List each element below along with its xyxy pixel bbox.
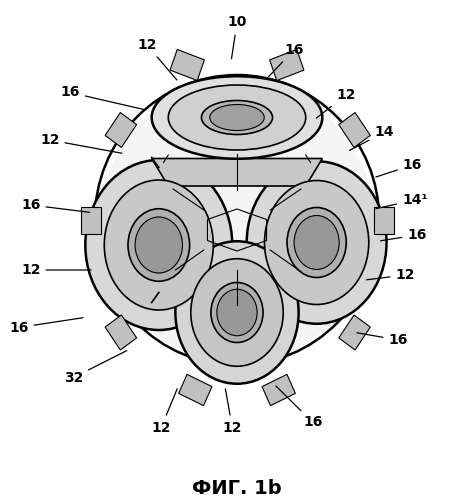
- Ellipse shape: [264, 180, 369, 304]
- FancyBboxPatch shape: [339, 112, 370, 148]
- Text: 12: 12: [151, 389, 177, 434]
- Text: 12: 12: [137, 38, 177, 80]
- Ellipse shape: [104, 180, 213, 310]
- Ellipse shape: [211, 282, 263, 343]
- Ellipse shape: [294, 216, 339, 270]
- Text: 16: 16: [376, 158, 422, 177]
- FancyBboxPatch shape: [105, 112, 137, 148]
- Ellipse shape: [217, 289, 257, 336]
- Text: 14: 14: [350, 126, 394, 150]
- Ellipse shape: [287, 208, 346, 278]
- Ellipse shape: [168, 85, 306, 150]
- FancyBboxPatch shape: [262, 374, 295, 406]
- Text: 16: 16: [9, 318, 83, 334]
- FancyBboxPatch shape: [374, 206, 394, 234]
- Text: 16: 16: [21, 198, 90, 212]
- Text: 16: 16: [381, 228, 427, 242]
- Ellipse shape: [85, 160, 232, 330]
- Ellipse shape: [191, 259, 283, 366]
- FancyBboxPatch shape: [81, 206, 101, 234]
- Text: 12: 12: [366, 268, 415, 282]
- FancyBboxPatch shape: [270, 50, 304, 80]
- Text: 16: 16: [61, 86, 145, 110]
- Text: 12: 12: [316, 88, 356, 118]
- Ellipse shape: [100, 82, 374, 362]
- FancyBboxPatch shape: [170, 50, 204, 80]
- Text: 32: 32: [64, 350, 127, 384]
- Text: 12: 12: [40, 133, 122, 153]
- Ellipse shape: [175, 242, 299, 384]
- Text: 16: 16: [357, 332, 408, 347]
- Ellipse shape: [128, 209, 190, 281]
- FancyBboxPatch shape: [105, 315, 137, 350]
- Text: 12: 12: [21, 263, 91, 277]
- Text: 10: 10: [228, 16, 246, 58]
- Text: 16: 16: [269, 43, 303, 76]
- Text: ФИГ. 1b: ФИГ. 1b: [192, 480, 282, 498]
- Polygon shape: [152, 158, 322, 186]
- Ellipse shape: [210, 104, 264, 130]
- Text: 14¹: 14¹: [376, 193, 428, 208]
- FancyBboxPatch shape: [179, 374, 212, 406]
- FancyBboxPatch shape: [339, 315, 370, 350]
- Ellipse shape: [246, 161, 387, 324]
- Ellipse shape: [152, 76, 322, 159]
- Text: 12: 12: [222, 389, 242, 434]
- Ellipse shape: [201, 100, 273, 134]
- Ellipse shape: [135, 217, 182, 273]
- Text: 16: 16: [276, 386, 322, 430]
